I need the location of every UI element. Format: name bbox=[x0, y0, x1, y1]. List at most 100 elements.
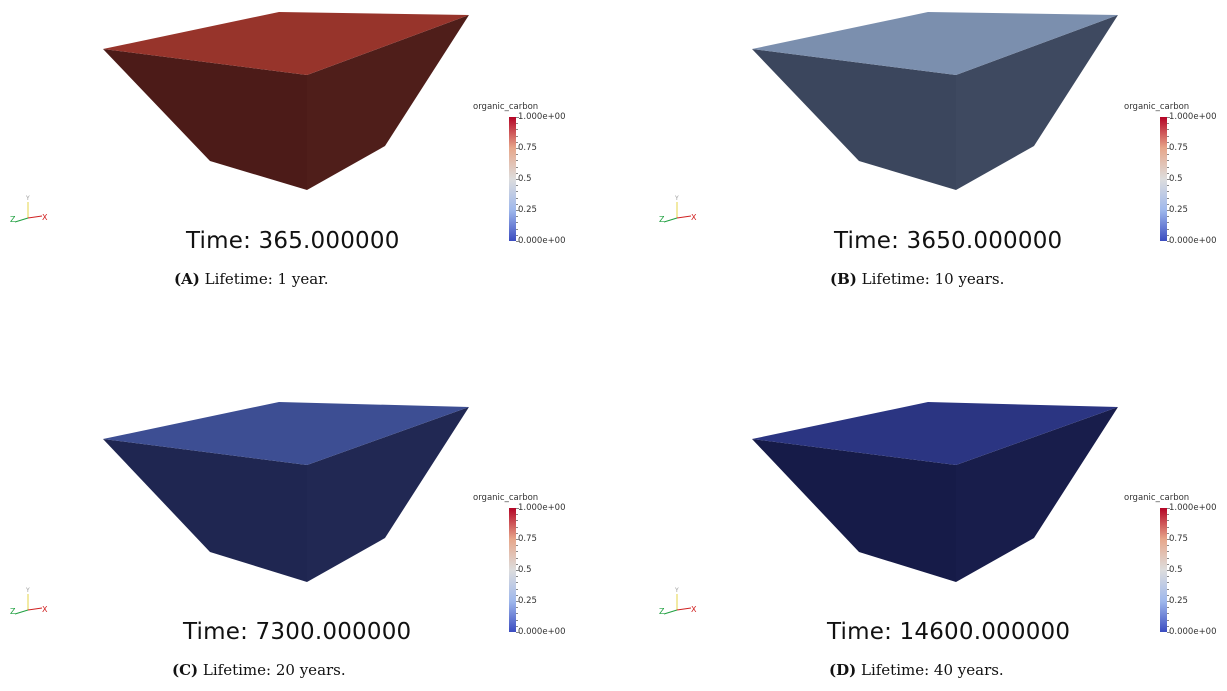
colorbar-tick-075: 0.75 bbox=[518, 534, 537, 544]
colorbar-tick-mark bbox=[1167, 117, 1170, 118]
axis-y-label: Y bbox=[674, 587, 679, 594]
panel-b: Y X Z Time: 3650.000000 organic_carbon 1… bbox=[649, 0, 1227, 345]
orientation-axes: Y X Z bbox=[10, 195, 48, 224]
colorbar-tick-mark bbox=[516, 625, 518, 627]
caption-text: Lifetime: 10 years. bbox=[861, 270, 1005, 288]
colorbar-tick-mark bbox=[516, 148, 519, 149]
colorbar-tick-mark bbox=[1167, 520, 1169, 522]
colorbar-tick-mark bbox=[1167, 514, 1169, 516]
colorbar bbox=[1160, 117, 1167, 241]
colorbar-tick-075: 0.75 bbox=[1169, 534, 1188, 544]
colorbar-tick-mark bbox=[516, 197, 518, 199]
colorbar bbox=[509, 117, 516, 241]
colorbar-tick-mark bbox=[516, 129, 518, 131]
prism-right-face bbox=[956, 407, 1118, 582]
colorbar-tick-mark bbox=[1167, 607, 1169, 609]
colorbar-tick-max: 1.000e+00 bbox=[518, 112, 566, 122]
colorbar-tick-mark bbox=[1167, 166, 1169, 168]
colorbar bbox=[1160, 508, 1167, 632]
prism-render bbox=[752, 402, 1118, 582]
colorbar-tick-mark bbox=[516, 539, 519, 540]
colorbar-tick-mark bbox=[1167, 123, 1169, 125]
time-label: Time: 14600.000000 bbox=[827, 619, 1071, 645]
prism-left-face bbox=[103, 49, 307, 190]
colorbar-tick-mark bbox=[516, 160, 518, 162]
colorbar-tick-mark bbox=[1167, 141, 1169, 143]
panel-caption: (A) Lifetime: 1 year. bbox=[174, 270, 328, 288]
prism-top-face bbox=[752, 402, 1118, 465]
prism-render bbox=[752, 12, 1118, 190]
orientation-axes: Y X Z bbox=[659, 587, 697, 616]
colorbar-tick-mark bbox=[516, 135, 518, 137]
caption-tag: (A) bbox=[174, 270, 200, 288]
colorbar-tick-mark bbox=[516, 154, 518, 156]
axis-z-label: Z bbox=[659, 215, 665, 224]
prism-right-face bbox=[956, 15, 1118, 190]
colorbar-tick-mark bbox=[516, 241, 519, 242]
colorbar-tick-025: 0.25 bbox=[1169, 205, 1188, 215]
colorbar-tick-mark bbox=[516, 234, 518, 236]
colorbar-tick-mark bbox=[1167, 210, 1170, 211]
colorbar-tick-mark bbox=[1167, 625, 1169, 627]
colorbar-title: organic_carbon bbox=[473, 102, 539, 112]
colorbar-tick-025: 0.25 bbox=[1169, 596, 1188, 606]
axis-z-label: Z bbox=[659, 607, 665, 616]
colorbar-tick-mark bbox=[1167, 563, 1169, 565]
colorbar-tick-mark bbox=[1167, 588, 1169, 590]
colorbar-tick-mark bbox=[516, 570, 519, 571]
colorbar-tick-mark bbox=[1167, 234, 1169, 236]
panel-a: Y X Z Time: 365.000000 organic_carbon 1.… bbox=[0, 0, 613, 345]
caption-tag: (C) bbox=[172, 661, 199, 679]
colorbar-title: organic_carbon bbox=[1124, 493, 1190, 503]
colorbar bbox=[509, 508, 516, 632]
prism-right-face bbox=[307, 407, 469, 582]
colorbar-tick-mark bbox=[1167, 613, 1169, 615]
colorbar-tick-mark bbox=[1167, 557, 1169, 559]
axis-x-label: X bbox=[42, 213, 48, 222]
axis-z-label: Z bbox=[10, 607, 16, 616]
colorbar-tick-mark bbox=[516, 619, 518, 621]
colorbar-tick-mark bbox=[1167, 172, 1169, 174]
colorbar-tick-025: 0.25 bbox=[518, 205, 537, 215]
colorbar-tick-05: 0.5 bbox=[518, 174, 532, 184]
colorbar-tick-05: 0.5 bbox=[1169, 174, 1183, 184]
prism-top-face bbox=[103, 12, 469, 75]
colorbar-tick-mark bbox=[1167, 228, 1169, 230]
colorbar-tick-075: 0.75 bbox=[518, 143, 537, 153]
colorbar-tick-mark bbox=[1167, 601, 1170, 602]
colorbar-tick-mark bbox=[516, 532, 518, 534]
colorbar-tick-mark bbox=[516, 179, 519, 180]
colorbar-tick-mark bbox=[516, 607, 518, 609]
colorbar-tick-mark bbox=[1167, 619, 1169, 621]
panel-c: Y X Z Time: 7300.000000 organic_carbon 1… bbox=[0, 345, 613, 690]
colorbar-tick-mark bbox=[516, 601, 519, 602]
colorbar-tick-mark bbox=[516, 222, 518, 224]
colorbar-tick-min: 0.000e+00 bbox=[1169, 627, 1217, 637]
axis-y-label: Y bbox=[674, 195, 679, 202]
colorbar-tick-mark bbox=[1167, 191, 1169, 193]
colorbar-tick-mark bbox=[1167, 570, 1170, 571]
colorbar-tick-min: 0.000e+00 bbox=[518, 627, 566, 637]
colorbar-title: organic_carbon bbox=[1124, 102, 1190, 112]
colorbar-tick-025: 0.25 bbox=[518, 596, 537, 606]
caption-text: Lifetime: 20 years. bbox=[202, 661, 346, 679]
colorbar-tick-mark bbox=[1167, 135, 1169, 137]
colorbar-tick-mark bbox=[1167, 632, 1170, 633]
colorbar-tick-mark bbox=[516, 191, 518, 193]
colorbar-tick-mark bbox=[516, 172, 518, 174]
colorbar-tick-mark bbox=[1167, 582, 1169, 584]
colorbar-tick-mark bbox=[516, 576, 518, 578]
colorbar-tick-mark bbox=[1167, 508, 1170, 509]
colorbar-tick-mark bbox=[1167, 160, 1169, 162]
colorbar-tick-mark bbox=[1167, 222, 1169, 224]
colorbar-tick-05: 0.5 bbox=[1169, 565, 1183, 575]
prism-left-face bbox=[103, 439, 307, 582]
colorbar-tick-mark bbox=[516, 123, 518, 125]
colorbar-tick-mark bbox=[1167, 526, 1169, 528]
prism-right-face bbox=[307, 15, 469, 190]
colorbar-tick-mark bbox=[516, 526, 518, 528]
panel-caption: (C) Lifetime: 20 years. bbox=[172, 661, 346, 679]
colorbar-tick-mark bbox=[516, 166, 518, 168]
orientation-axes: Y X Z bbox=[659, 195, 697, 224]
axis-y-label: Y bbox=[25, 587, 30, 594]
